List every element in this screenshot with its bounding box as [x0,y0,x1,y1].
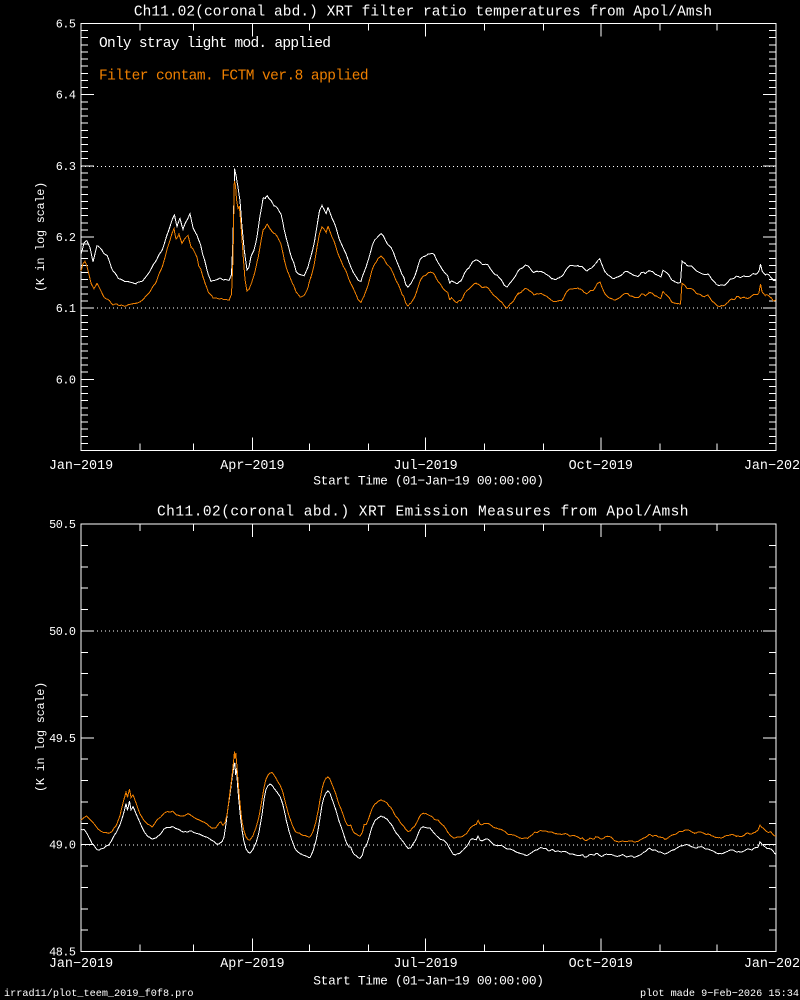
svg-text:48.5: 48.5 [49,946,76,960]
svg-text:Filter contam. FCTM ver.8 appl: Filter contam. FCTM ver.8 applied [99,69,368,85]
svg-text:Jan−2019: Jan−2019 [49,957,113,972]
svg-text:Jul−2019: Jul−2019 [393,957,457,972]
svg-text:50.0: 50.0 [49,625,76,639]
svg-text:50.5: 50.5 [49,518,76,532]
svg-text:6.3: 6.3 [56,160,76,174]
svg-text:6.5: 6.5 [56,18,76,32]
svg-text:Jan−2019: Jan−2019 [49,459,113,474]
svg-text:Ch11.02(coronal abd.) XRT filt: Ch11.02(coronal abd.) XRT filter ratio t… [134,5,712,21]
svg-text:Jan−2020: Jan−2020 [744,957,800,972]
svg-text:(K in log scale): (K in log scale) [34,682,48,792]
svg-text:Start Time (01−Jan−19 00:00:00: Start Time (01−Jan−19 00:00:00) [313,974,544,989]
svg-text:6.1: 6.1 [56,302,76,316]
svg-text:Apr−2019: Apr−2019 [220,459,284,474]
svg-text:49.5: 49.5 [49,732,76,746]
svg-text:Start Time (01−Jan−19 00:00:00: Start Time (01−Jan−19 00:00:00) [313,474,544,489]
svg-text:6.4: 6.4 [56,89,76,103]
svg-text:Ch11.02(coronal abd.) XRT Emis: Ch11.02(coronal abd.) XRT Emission Measu… [157,505,689,521]
svg-text:Apr−2019: Apr−2019 [220,957,284,972]
svg-text:Only stray light mod. applied: Only stray light mod. applied [99,36,330,52]
svg-text:(K in log scale): (K in log scale) [34,182,48,292]
svg-text:Jul−2019: Jul−2019 [393,459,457,474]
svg-text:Jan−2020: Jan−2020 [744,459,800,474]
svg-text:Oct−2019: Oct−2019 [569,459,633,474]
svg-text:6.0: 6.0 [56,373,76,387]
svg-text:plot made 9−Feb−2026 15:34: plot made 9−Feb−2026 15:34 [640,988,799,1000]
svg-text:49.0: 49.0 [49,839,76,853]
svg-text:Oct−2019: Oct−2019 [569,957,633,972]
svg-text:6.2: 6.2 [56,231,76,245]
svg-text:irrad11/plot_teem_2019_f0f8.pr: irrad11/plot_teem_2019_f0f8.pro [4,988,194,1000]
